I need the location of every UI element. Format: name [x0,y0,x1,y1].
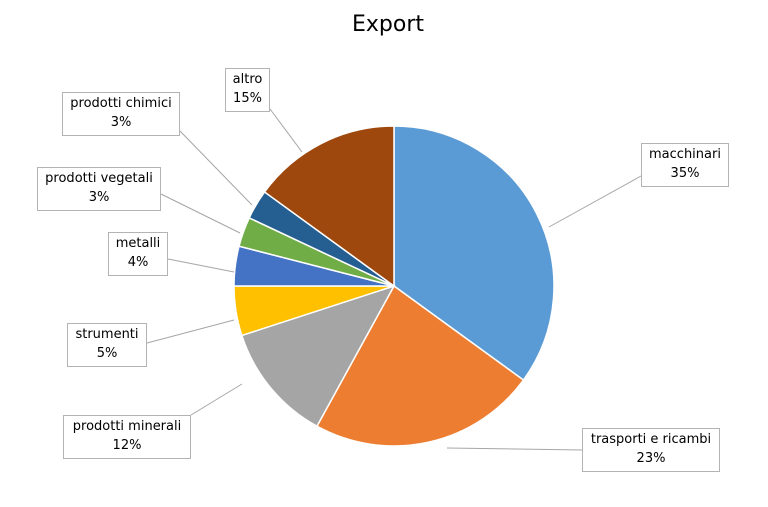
data-label-value: 12% [112,438,142,453]
data-label-value: 3% [88,190,110,205]
pie-slice-macchinari [393,125,555,382]
leader-line [179,130,253,206]
leader-line [269,108,303,153]
pie-slice-prodotti-minerali [240,284,396,428]
data-label: metalli 4% [108,232,168,276]
data-label-value: 5% [96,346,118,361]
data-label: prodotti vegetali 3% [37,167,161,211]
data-label-category: prodotti vegetali [45,171,153,186]
chart-title: Export [351,12,424,37]
data-label: prodotti chimici 3% [62,92,180,136]
data-label-value: 3% [110,115,132,130]
data-label-value: 15% [233,91,262,106]
data-label-category: prodotti minerali [72,419,182,434]
data-label: strumenti 5% [67,323,147,367]
data-label: trasporti e ricambi 23% [582,428,720,472]
data-label-category: prodotti chimici [70,96,172,111]
data-label: macchinari 35% [641,143,729,187]
data-label-value: 4% [127,255,149,270]
pie-slice-trasporti-e-ricambi [315,284,525,447]
data-label: altro 15% [225,68,270,112]
leader-line [190,383,243,416]
leader-line [160,193,241,234]
data-label-category: macchinari [649,147,721,162]
leader-line [146,319,235,344]
leader-line [548,175,642,228]
data-label-category: altro [232,72,263,87]
data-label-value: 23% [636,451,666,466]
leader-line [446,447,583,451]
data-label-category: trasporti e ricambi [590,432,712,447]
data-label: prodotti minerali 12% [63,415,191,459]
pie-slice-altro [263,125,395,288]
data-label-category: strumenti [75,327,139,342]
data-label-value: 35% [670,166,700,181]
leader-line [167,258,235,273]
data-label-category: metalli [115,236,161,251]
